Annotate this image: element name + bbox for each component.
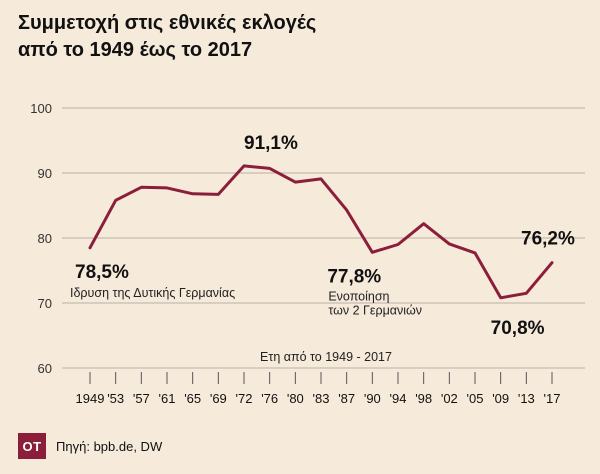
x-axis-label: Ετη από το 1949 - 2017 [260, 350, 392, 364]
x-tick-label: '65 [184, 391, 201, 406]
source-text: Πηγή: bpb.de, DW [56, 438, 163, 454]
x-tick-label: '17 [544, 391, 561, 406]
line-chart: 60 70 80 90 100 Ετη από το 1949 - 2017 1949'53… [30, 101, 585, 406]
x-tick-label: '53 [107, 391, 124, 406]
x-tick-label: '76 [261, 391, 278, 406]
x-tick-label: '05 [467, 391, 484, 406]
data-label: 77,8% [327, 266, 381, 287]
footer: OT Πηγή: bpb.de, DW [18, 433, 162, 459]
annotation-note: Ιδρυση της Δυτικής Γερμανίας [70, 286, 235, 300]
x-tick-label: '80 [287, 391, 304, 406]
y-tick-label: 100 [30, 101, 52, 116]
x-tick-label: '57 [133, 391, 150, 406]
x-tick-label: '09 [492, 391, 509, 406]
x-tick-label: '90 [364, 391, 381, 406]
x-tick-label: '69 [210, 391, 227, 406]
logo: OT [18, 433, 46, 459]
y-tick-label: 70 [38, 296, 52, 311]
x-tick-label: '13 [518, 391, 535, 406]
x-tick-label: '98 [415, 391, 432, 406]
x-tick-label: '72 [236, 391, 253, 406]
series-line [88, 164, 554, 300]
y-tick-label: 80 [38, 231, 52, 246]
data-label: 76,2% [521, 229, 575, 250]
title-line-1: Συμμετοχή στις εθνικές εκλογές [18, 12, 317, 34]
annotation-note: Ενοποίηση [328, 289, 389, 303]
data-label: 70,8% [491, 318, 545, 339]
y-tick-label: 90 [38, 166, 52, 181]
x-tick-label: '61 [159, 391, 176, 406]
title-line-2: από το 1949 έως το 2017 [18, 39, 253, 61]
x-tick-label: '87 [338, 391, 355, 406]
x-tick-label: 1949 [76, 391, 105, 406]
y-tick-label: 60 [38, 361, 52, 376]
annotation-note: των 2 Γερμανιών [328, 303, 422, 317]
x-tick-label: '94 [390, 391, 407, 406]
x-tick-label: '83 [313, 391, 330, 406]
x-tick-label: '02 [441, 391, 458, 406]
chart-title: Συμμετοχή στις εθνικές εκλογές από το 19… [18, 10, 578, 64]
data-label: 78,5% [75, 262, 129, 283]
data-label: 91,1% [244, 133, 298, 154]
